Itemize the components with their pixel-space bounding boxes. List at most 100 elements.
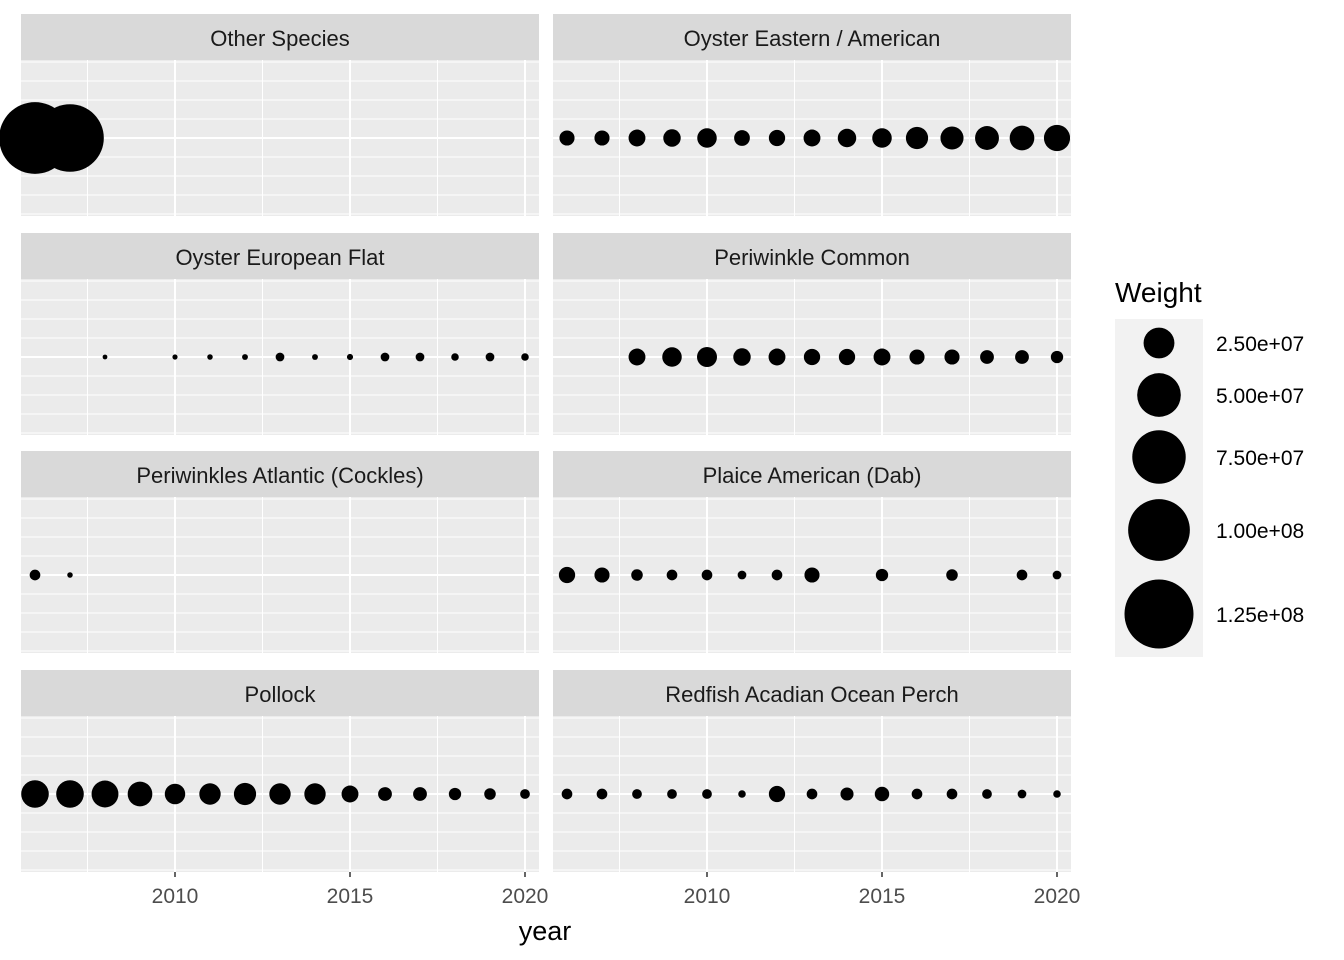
- data-point: [667, 789, 677, 799]
- data-point: [875, 568, 889, 582]
- data-point: [982, 789, 992, 799]
- data-point: [102, 354, 108, 360]
- data-point: [21, 780, 49, 808]
- facet-strip-label: Oyster Eastern / American: [684, 26, 941, 51]
- data-point: [838, 348, 856, 366]
- facet-panel: Plaice American (Dab): [553, 451, 1071, 653]
- facet-panel: Redfish Acadian Ocean Perch: [553, 670, 1071, 872]
- data-point: [1052, 570, 1062, 580]
- facet-strip-label: Pollock: [245, 682, 317, 707]
- facet-strip: [553, 451, 1071, 497]
- data-point: [91, 780, 119, 808]
- data-point: [520, 789, 530, 799]
- x-tick-label: 2015: [327, 885, 374, 908]
- data-point: [946, 788, 958, 800]
- data-point: [56, 780, 84, 808]
- data-point: [944, 349, 960, 365]
- legend-key-circle: [1128, 499, 1190, 561]
- data-point: [594, 567, 610, 583]
- facet-strip-label: Redfish Acadian Ocean Perch: [665, 682, 959, 707]
- x-tick-label: 2010: [684, 885, 731, 908]
- data-point: [701, 569, 713, 581]
- data-point: [909, 349, 925, 365]
- data-point: [980, 350, 994, 364]
- facet-strip-label: Oyster European Flat: [175, 245, 384, 270]
- facet-panel: Periwinkle Common: [553, 233, 1071, 435]
- facet-strip: [21, 233, 539, 279]
- x-tick-label: 2010: [152, 885, 199, 908]
- data-point: [911, 788, 923, 800]
- data-point: [1009, 125, 1035, 151]
- facet-strip-label: Periwinkles Atlantic (Cockles): [136, 463, 423, 488]
- x-axes: 2010 2015 2020 2010 2015 2020: [152, 872, 1080, 908]
- data-point: [946, 569, 958, 581]
- facet-strip: [21, 451, 539, 497]
- data-point: [269, 783, 291, 805]
- data-point: [697, 347, 717, 367]
- x-tick-label: 2015: [859, 885, 906, 908]
- data-point: [872, 128, 892, 148]
- data-point: [559, 130, 575, 146]
- data-point: [840, 787, 854, 801]
- data-point: [413, 787, 427, 801]
- data-point: [837, 128, 857, 148]
- data-point: [596, 788, 608, 800]
- data-point: [768, 785, 786, 803]
- data-point: [451, 353, 459, 361]
- data-point: [768, 348, 786, 366]
- legend-title: Weight: [1115, 277, 1202, 308]
- data-point: [521, 353, 529, 361]
- data-point: [341, 785, 359, 803]
- data-point: [1016, 569, 1028, 581]
- facet-panel: Pollock: [21, 670, 539, 872]
- data-point: [702, 789, 712, 799]
- data-point: [803, 129, 821, 147]
- facet-strip: [553, 670, 1071, 716]
- data-point: [242, 354, 248, 360]
- data-point: [806, 788, 818, 800]
- x-tick-label: 2020: [502, 885, 549, 908]
- data-point: [312, 354, 318, 360]
- data-point: [304, 783, 326, 805]
- data-point: [164, 783, 186, 805]
- data-point: [737, 570, 747, 580]
- legend-label: 1.25e+08: [1216, 604, 1304, 627]
- data-point: [448, 787, 462, 801]
- legend-label: 1.00e+08: [1216, 520, 1304, 543]
- data-point: [67, 572, 73, 578]
- facet-strip: [553, 14, 1071, 60]
- data-point: [663, 129, 681, 147]
- facet-strip-label: Other Species: [210, 26, 349, 51]
- legend-key-circle: [1137, 373, 1181, 417]
- data-point: [233, 782, 257, 806]
- data-point: [905, 126, 929, 150]
- data-point: [940, 126, 964, 150]
- data-point: [662, 347, 682, 367]
- legend-key-circle: [1143, 327, 1175, 359]
- legend-items: 2.50e+07 5.00e+07 7.50e+07 1.00e+08 1.25e+08: [1124, 327, 1304, 649]
- legend-label: 7.50e+07: [1216, 447, 1304, 470]
- data-point: [975, 126, 999, 150]
- data-point: [561, 788, 573, 800]
- data-point: [558, 566, 576, 584]
- data-point: [1050, 350, 1064, 364]
- data-point: [207, 354, 213, 360]
- data-point: [768, 129, 786, 147]
- facet-panel: Other Species: [0, 14, 539, 216]
- facet-panel: Oyster Eastern / American: [553, 14, 1071, 216]
- data-point: [874, 786, 890, 802]
- data-point: [734, 130, 750, 146]
- data-point: [346, 353, 354, 361]
- data-point: [172, 354, 178, 360]
- data-point: [380, 352, 390, 362]
- data-point: [771, 569, 783, 581]
- data-point: [804, 567, 820, 583]
- data-point: [738, 790, 746, 798]
- facet-strip: [21, 670, 539, 716]
- x-axis-title: year: [519, 916, 572, 946]
- data-point: [29, 569, 41, 581]
- data-point: [127, 781, 153, 807]
- data-point: [631, 569, 643, 581]
- legend-key-circle: [1132, 430, 1186, 484]
